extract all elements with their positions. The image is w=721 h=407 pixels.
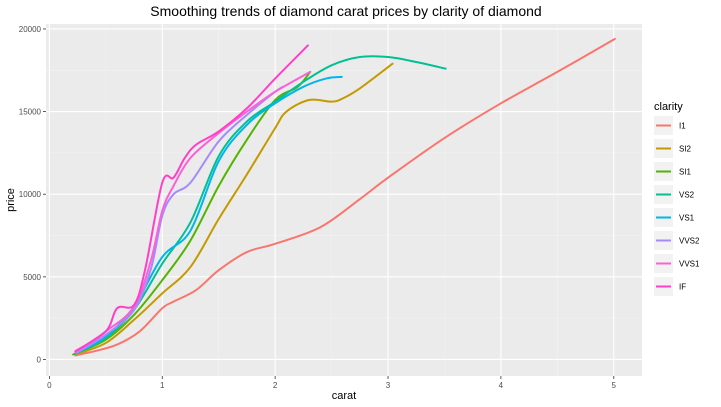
legend-label-i1: I1: [679, 122, 686, 131]
x-tick-label: 2: [273, 381, 278, 390]
y-tick-label: 0: [37, 355, 42, 364]
y-tick-label: 5000: [23, 273, 41, 282]
legend-label-vs1: VS1: [679, 214, 695, 223]
y-tick-label: 15000: [19, 108, 42, 117]
grid-major: [46, 24, 642, 376]
legend-label-si2: SI2: [679, 145, 692, 154]
series-line-vvs2: [75, 85, 285, 354]
legend-label-vvs2: VVS2: [679, 237, 700, 246]
x-tick-label: 4: [499, 381, 504, 390]
x-axis: 0 1 2 3 4 5: [47, 376, 617, 390]
y-axis: 0 5000 10000 15000 20000: [19, 25, 46, 364]
y-tick-label: 20000: [19, 25, 42, 34]
legend: clarity I1 SI2 SI1 VS2 VS1 VVS2 VVS1 IF: [654, 101, 700, 296]
series-lines: [72, 37, 616, 357]
series-line-si2: [74, 62, 394, 356]
plot-panel: [46, 24, 642, 376]
chart-title: Smoothing trends of diamond carat prices…: [150, 3, 541, 19]
series-line-i1: [74, 37, 616, 357]
series-line-vvs1: [74, 70, 312, 354]
y-tick-label: 10000: [19, 190, 42, 199]
x-tick-label: 3: [386, 381, 391, 390]
x-axis-title: carat: [332, 390, 356, 402]
legend-label-si1: SI1: [679, 168, 692, 177]
legend-label-if: IF: [679, 283, 686, 292]
x-tick-label: 1: [160, 381, 165, 390]
legend-label-vs2: VS2: [679, 191, 695, 200]
x-tick-label: 0: [47, 381, 52, 390]
legend-title: clarity: [654, 101, 683, 113]
y-axis-title: price: [5, 188, 17, 212]
legend-label-vvs1: VVS1: [679, 260, 700, 269]
grid-minor: [46, 24, 642, 376]
x-tick-label: 5: [612, 381, 617, 390]
legend-items: I1 SI2 SI1 VS2 VS1 VVS2 VVS1 IF: [654, 116, 700, 296]
series-line-if: [74, 44, 309, 353]
